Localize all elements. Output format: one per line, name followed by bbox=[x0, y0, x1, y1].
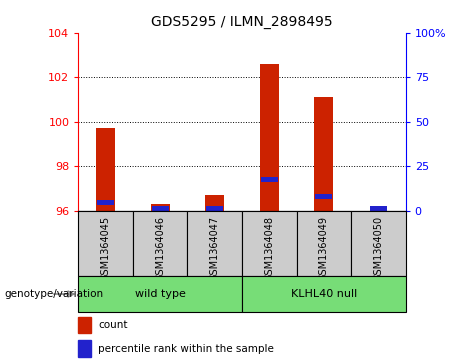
Bar bbox=[78, 317, 91, 333]
Bar bbox=[315, 193, 332, 199]
Bar bbox=[260, 64, 279, 211]
Text: percentile rank within the sample: percentile rank within the sample bbox=[98, 344, 274, 354]
Bar bbox=[152, 206, 169, 211]
Text: GSM1364048: GSM1364048 bbox=[264, 216, 274, 281]
Text: count: count bbox=[98, 321, 128, 330]
Title: GDS5295 / ILMN_2898495: GDS5295 / ILMN_2898495 bbox=[151, 15, 333, 29]
Bar bbox=[242, 276, 406, 312]
Bar bbox=[78, 340, 91, 357]
Bar bbox=[151, 204, 170, 211]
Text: GSM1364045: GSM1364045 bbox=[100, 216, 111, 281]
Bar bbox=[242, 211, 296, 276]
Bar bbox=[205, 195, 225, 211]
Bar bbox=[261, 177, 278, 182]
Text: GSM1364049: GSM1364049 bbox=[319, 216, 329, 281]
Bar bbox=[314, 97, 333, 211]
Bar bbox=[370, 206, 387, 211]
Bar bbox=[206, 206, 223, 211]
Bar bbox=[133, 211, 188, 276]
Bar bbox=[97, 200, 114, 205]
Text: KLHL40 null: KLHL40 null bbox=[291, 289, 357, 299]
Text: GSM1364047: GSM1364047 bbox=[210, 216, 220, 281]
Text: wild type: wild type bbox=[135, 289, 186, 299]
Text: genotype/variation: genotype/variation bbox=[5, 289, 104, 299]
Text: GSM1364046: GSM1364046 bbox=[155, 216, 165, 281]
Bar bbox=[296, 211, 351, 276]
Bar bbox=[188, 211, 242, 276]
Bar bbox=[78, 211, 133, 276]
Bar bbox=[351, 211, 406, 276]
Bar bbox=[78, 276, 242, 312]
Text: GSM1364050: GSM1364050 bbox=[373, 216, 384, 281]
Bar bbox=[96, 128, 115, 211]
